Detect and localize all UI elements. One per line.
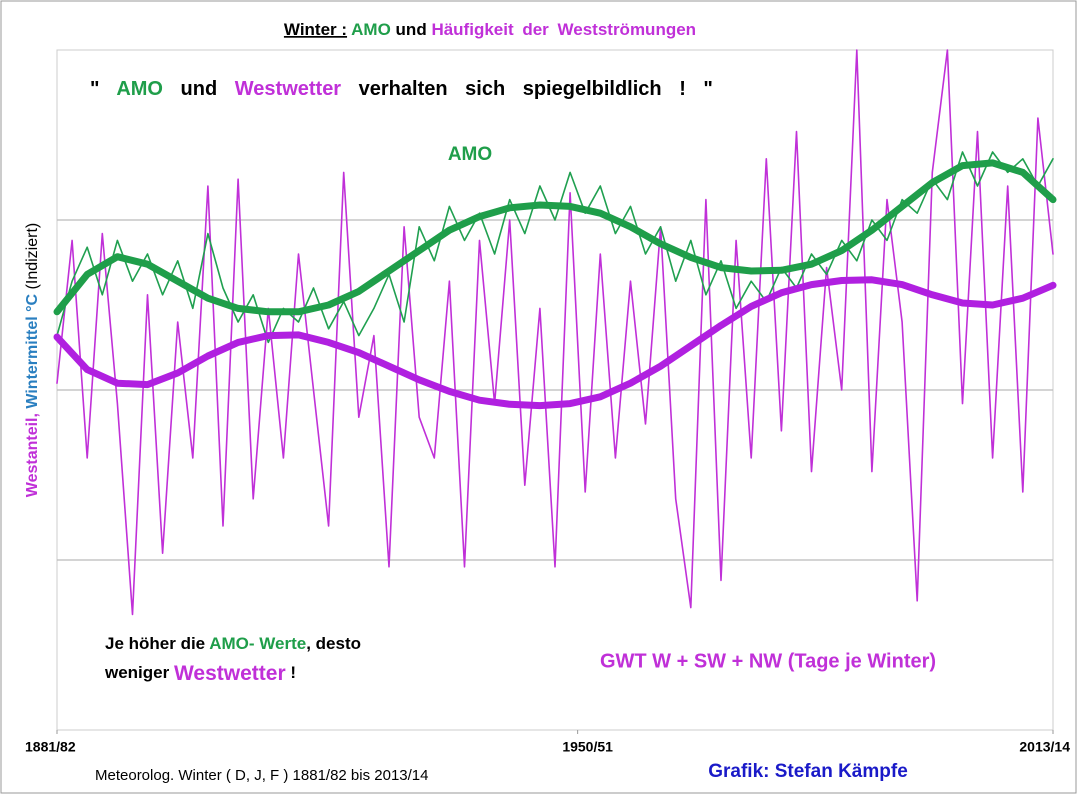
note-line: Je höher die AMO- Werte, desto <box>105 634 361 653</box>
series-line <box>53 159 1057 316</box>
note-part: Je höher die <box>105 634 205 653</box>
x-tick-label: 1950/51 <box>562 739 613 755</box>
quote-part: " <box>90 78 99 100</box>
series-line <box>53 276 1057 410</box>
note-part: , desto <box>306 634 361 653</box>
ylabel-part: Westanteil, <box>24 413 41 497</box>
footer: Meteorolog. Winter ( D, J, F ) 1881/82 b… <box>95 767 429 784</box>
note-part: ! <box>290 663 296 682</box>
series-line <box>56 49 1054 616</box>
gwt-label: GWT W + SW + NW (Tage je Winter) <box>600 650 936 672</box>
amo-label: AMO <box>448 144 492 165</box>
credit: Grafik: Stefan Kämpfe <box>708 761 908 782</box>
quote-part: AMO <box>116 78 163 100</box>
title-part: und <box>396 20 427 39</box>
quote-part: Westwetter <box>235 78 342 100</box>
ylabel-part: Wintermittel °C <box>24 293 41 408</box>
series-line <box>56 151 1054 344</box>
x-tick-label: 2013/14 <box>1019 739 1070 755</box>
note-part: Westwetter <box>174 662 286 685</box>
title-part: AMO <box>351 20 391 39</box>
ylabel-part: (Indiziert) <box>24 223 41 290</box>
note-part: AMO- Werte <box>209 634 306 653</box>
x-tick-label: 1881/82 <box>25 739 76 755</box>
note-part: weniger <box>104 663 170 682</box>
title-part: Häufigkeit der Westströmungen <box>431 20 696 39</box>
quote-part: und <box>181 78 218 100</box>
chart-title: Winter : AMO und Häufigkeit der Westströ… <box>284 20 696 39</box>
y-axis-label: Westanteil, Wintermittel °C (Indiziert) <box>24 223 41 497</box>
quote: " AMO und Westwetter verhalten sich spie… <box>90 78 713 100</box>
title-part: Winter : <box>284 20 347 39</box>
note-line: weniger Westwetter ! <box>104 662 296 685</box>
quote-part: verhalten sich spiegelbildlich ! " <box>359 78 713 100</box>
